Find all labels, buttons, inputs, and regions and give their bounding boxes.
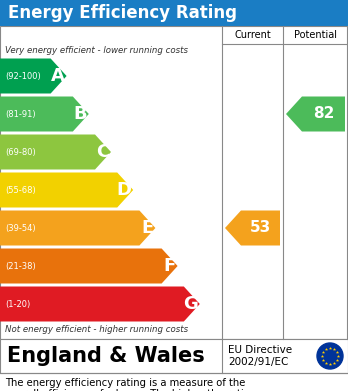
Text: B: B: [73, 105, 87, 123]
Text: Energy Efficiency Rating: Energy Efficiency Rating: [8, 4, 237, 22]
Polygon shape: [0, 210, 156, 246]
Circle shape: [317, 343, 343, 369]
Text: (55-68): (55-68): [5, 185, 36, 194]
Text: Not energy efficient - higher running costs: Not energy efficient - higher running co…: [5, 325, 188, 334]
Text: EU Directive
2002/91/EC: EU Directive 2002/91/EC: [228, 345, 292, 367]
Text: (81-91): (81-91): [5, 109, 35, 118]
Text: The energy efficiency rating is a measure of the: The energy efficiency rating is a measur…: [5, 378, 245, 388]
Text: (1-20): (1-20): [5, 300, 30, 308]
Text: E: E: [141, 219, 153, 237]
Bar: [0, 26, 348, 339]
Text: overall efficiency of a home. The higher the rating: overall efficiency of a home. The higher…: [5, 389, 256, 391]
Polygon shape: [225, 210, 280, 246]
Polygon shape: [0, 249, 177, 283]
Text: C: C: [96, 143, 109, 161]
Polygon shape: [0, 287, 200, 321]
Text: England & Wales: England & Wales: [7, 346, 205, 366]
Text: (92-100): (92-100): [5, 72, 41, 81]
Polygon shape: [0, 172, 133, 208]
Text: D: D: [116, 181, 131, 199]
Polygon shape: [286, 97, 345, 131]
Text: Very energy efficient - lower running costs: Very energy efficient - lower running co…: [5, 46, 188, 55]
Bar: [0, 339, 348, 373]
Text: Potential: Potential: [294, 30, 337, 40]
Text: (39-54): (39-54): [5, 224, 35, 233]
Text: (21-38): (21-38): [5, 262, 36, 271]
Polygon shape: [0, 59, 66, 93]
Polygon shape: [0, 97, 89, 131]
Bar: [0, 0, 348, 26]
Text: Current: Current: [234, 30, 271, 40]
Text: 53: 53: [250, 221, 271, 235]
Text: A: A: [51, 67, 65, 85]
Text: G: G: [183, 295, 198, 313]
Text: 82: 82: [313, 106, 334, 122]
Text: F: F: [163, 257, 176, 275]
Polygon shape: [0, 135, 111, 170]
Text: (69-80): (69-80): [5, 147, 36, 156]
